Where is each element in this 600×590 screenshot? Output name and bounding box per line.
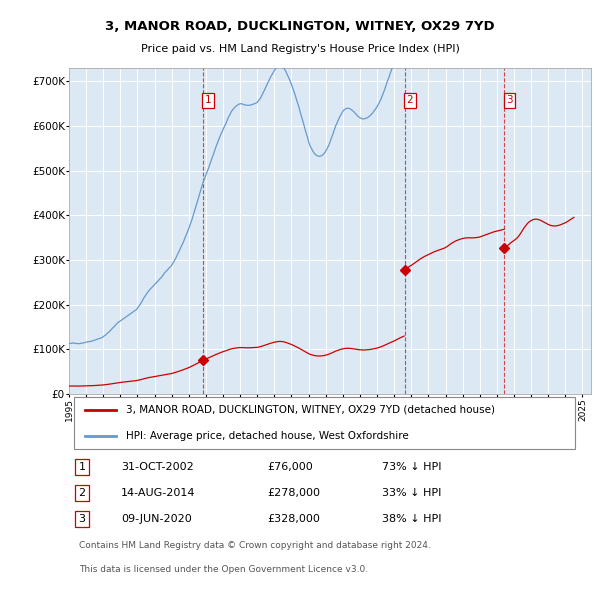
Text: 31-OCT-2002: 31-OCT-2002 [121,461,194,471]
Text: 3, MANOR ROAD, DUCKLINGTON, WITNEY, OX29 7YD (detached house): 3, MANOR ROAD, DUCKLINGTON, WITNEY, OX29… [127,405,496,415]
Text: £76,000: £76,000 [268,461,313,471]
Text: 2: 2 [407,96,413,106]
Text: 14-AUG-2014: 14-AUG-2014 [121,488,196,498]
Text: 3: 3 [79,514,86,524]
Text: 09-JUN-2020: 09-JUN-2020 [121,514,192,524]
Text: 3, MANOR ROAD, DUCKLINGTON, WITNEY, OX29 7YD: 3, MANOR ROAD, DUCKLINGTON, WITNEY, OX29… [105,20,495,33]
Text: 2: 2 [79,488,86,498]
Text: 1: 1 [79,461,86,471]
Text: 38% ↓ HPI: 38% ↓ HPI [382,514,442,524]
Text: £328,000: £328,000 [268,514,320,524]
Text: HPI: Average price, detached house, West Oxfordshire: HPI: Average price, detached house, West… [127,431,409,441]
Text: 73% ↓ HPI: 73% ↓ HPI [382,461,442,471]
Text: 33% ↓ HPI: 33% ↓ HPI [382,488,442,498]
Text: Price paid vs. HM Land Registry's House Price Index (HPI): Price paid vs. HM Land Registry's House … [140,44,460,54]
Text: 1: 1 [205,96,211,106]
Text: Contains HM Land Registry data © Crown copyright and database right 2024.: Contains HM Land Registry data © Crown c… [79,541,431,550]
Text: This data is licensed under the Open Government Licence v3.0.: This data is licensed under the Open Gov… [79,565,368,573]
Text: 3: 3 [506,96,513,106]
Text: £278,000: £278,000 [268,488,320,498]
